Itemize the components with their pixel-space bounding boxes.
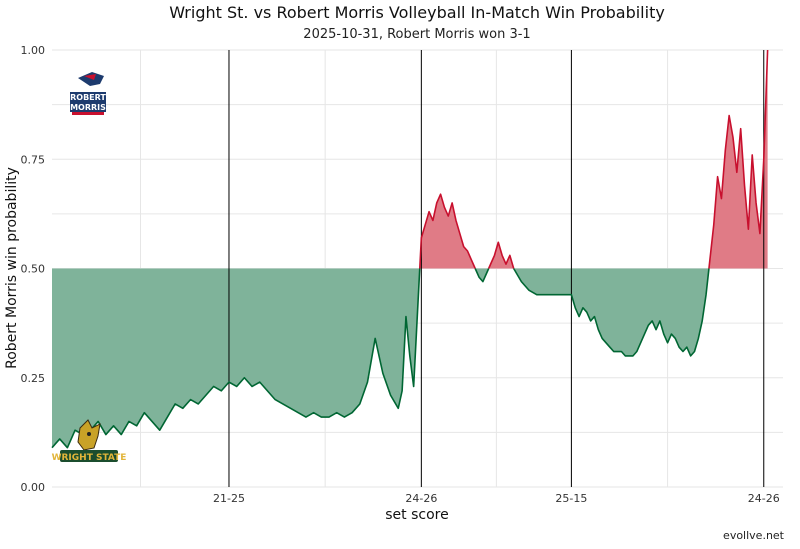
y-axis-title: Robert Morris win probability <box>4 167 20 369</box>
x-tick-label: 24-26 <box>748 492 780 505</box>
wright-state-area <box>52 268 420 448</box>
x-tick-label: 25-15 <box>555 492 587 505</box>
set-lines-layer <box>228 50 765 487</box>
wright-state-logo: WRIGHT STATE <box>52 419 127 463</box>
wright-state-probability-line <box>512 268 710 357</box>
robert-morris-probability-line <box>487 241 515 269</box>
robert-morris-probability-line <box>708 49 769 269</box>
robert-morris-probability-line <box>418 193 476 269</box>
robert-morris-area <box>419 194 476 269</box>
x-tick-label: 24-26 <box>405 492 437 505</box>
svg-text:WRIGHT STATE: WRIGHT STATE <box>52 453 127 463</box>
x-axis-title: set score <box>385 507 448 523</box>
y-tick-label: 1.00 <box>21 44 46 57</box>
svg-text:ROBERT: ROBERT <box>70 93 106 102</box>
y-tick-label: 0.75 <box>21 153 46 166</box>
x-tick-labels: 21-25 24-26 25-15 24-26 <box>213 492 780 505</box>
wright-state-probability-line <box>51 268 421 449</box>
y-tick-label: 0.00 <box>21 481 46 494</box>
wright-state-area <box>513 268 709 356</box>
y-tick-label: 0.25 <box>21 372 46 385</box>
wright-state-area <box>475 268 489 282</box>
chart-title: Wright St. vs Robert Morris Volleyball I… <box>169 3 665 22</box>
robert-morris-logo: ROBERT MORRIS <box>70 72 106 115</box>
svg-text:MORRIS: MORRIS <box>70 103 106 112</box>
credit-text: evollve.net <box>723 529 785 542</box>
probability-line-layer <box>51 49 769 449</box>
y-tick-label: 0.50 <box>21 263 46 276</box>
chart-subtitle: 2025-10-31, Robert Morris won 3-1 <box>303 27 530 42</box>
area-fill-layer <box>52 50 768 448</box>
x-tick-label: 21-25 <box>213 492 245 505</box>
y-tick-labels: 0.00 0.25 0.50 0.75 1.00 <box>21 44 46 494</box>
wright-state-probability-line <box>474 268 490 283</box>
